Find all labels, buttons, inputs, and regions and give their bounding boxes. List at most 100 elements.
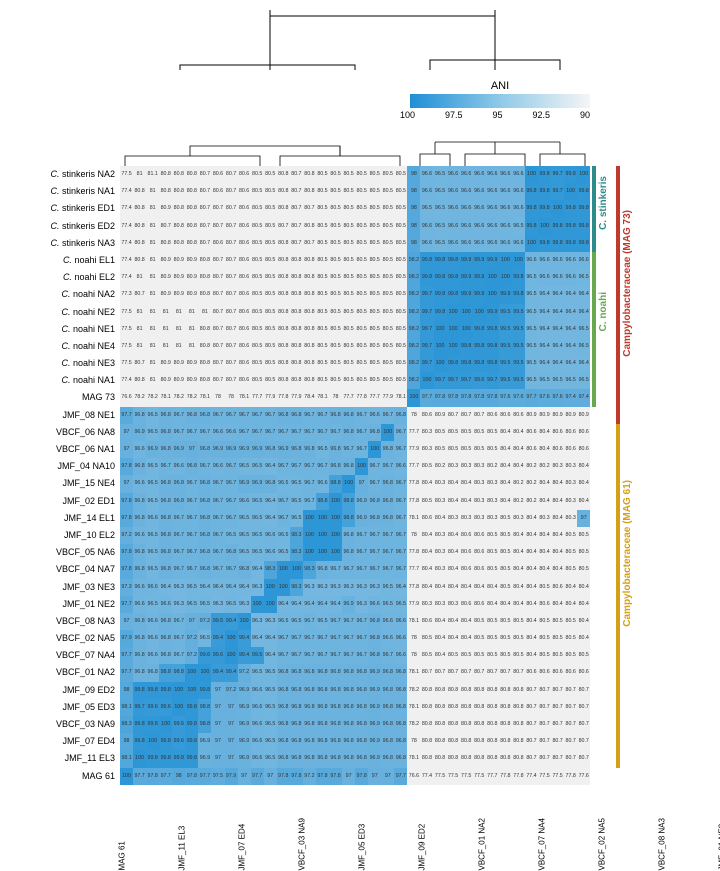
heatmap-cell: 80.7 (551, 733, 564, 750)
heatmap-cell: 97.6 (538, 389, 551, 406)
heatmap-cell: 80.7 (564, 716, 577, 733)
heatmap-cell: 78 (329, 389, 342, 406)
heatmap-cell: 80.8 (303, 252, 316, 269)
heatmap-cell: 96.7 (303, 630, 316, 647)
heatmap-cell: 100 (342, 475, 355, 492)
heatmap-cell: 100 (303, 510, 316, 527)
heatmap-cell: 80.8 (460, 750, 473, 767)
heatmap-cell: 96.4 (264, 510, 277, 527)
heatmap-cell: 80.8 (420, 699, 433, 716)
heatmap-cell: 77.5 (120, 338, 133, 355)
heatmap-cell: 98.3 (290, 579, 303, 596)
heatmap-cell: 80.4 (434, 647, 447, 664)
heatmap-cell: 97 (185, 613, 198, 630)
heatmap-cell: 96.7 (225, 561, 238, 578)
heatmap-cell: 80.7 (525, 716, 538, 733)
heatmap-cell: 80.5 (499, 613, 512, 630)
heatmap-cell: 96.8 (290, 750, 303, 767)
heatmap-cell: 96.8 (290, 407, 303, 424)
heatmap-cell: 96.7 (394, 561, 407, 578)
heatmap-cell: 80.5 (564, 561, 577, 578)
heatmap-cell: 80.5 (499, 647, 512, 664)
heatmap-cell: 80.8 (473, 750, 486, 767)
heatmap-cell: 80.5 (355, 218, 368, 235)
heatmap-cell: 80.5 (342, 304, 355, 321)
heatmap-cell: 80.4 (525, 613, 538, 630)
row-label: C. noahi NA2 (0, 286, 118, 303)
heatmap-cell: 80.8 (447, 733, 460, 750)
heatmap-cell: 78.2 (146, 389, 159, 406)
heatmap-cell: 77.5 (120, 355, 133, 372)
heatmap-cell: 80.8 (499, 750, 512, 767)
heatmap-cell: 96.8 (368, 424, 381, 441)
heatmap-cell: 80.6 (473, 561, 486, 578)
heatmap-cell: 100 (251, 596, 264, 613)
column-label: VBCF_01 NA2 (478, 811, 543, 871)
heatmap-cell: 96.8 (342, 716, 355, 733)
heatmap-cell: 80.4 (577, 630, 590, 647)
heatmap-row: 77.5818181818180.880.780.780.680.580.580… (120, 338, 590, 355)
heatmap-cell: 77.4 (120, 183, 133, 200)
heatmap-cell: 80.7 (525, 682, 538, 699)
heatmap-cell: 96.3 (251, 579, 264, 596)
column-label: JMF_07 ED4 (238, 811, 303, 871)
heatmap-cell: 96.5 (381, 596, 394, 613)
heatmap-cell: 96.8 (342, 750, 355, 767)
heatmap-cell: 96.8 (277, 682, 290, 699)
heatmap-cell: 80.6 (538, 664, 551, 681)
heatmap-cell: 96.5 (277, 475, 290, 492)
heatmap-cell: 80.9 (159, 355, 172, 372)
heatmap-cell: 80.8 (290, 372, 303, 389)
heatmap-row: 77.581818181818180.780.780.680.580.580.8… (120, 304, 590, 321)
heatmap-cell: 96.8 (394, 716, 407, 733)
heatmap-cell: 96.4 (198, 579, 211, 596)
heatmap-cell: 96.7 (355, 424, 368, 441)
heatmap-cell: 97 (185, 441, 198, 458)
heatmap-cell: 100 (159, 716, 172, 733)
heatmap-cell: 96.5 (434, 200, 447, 217)
heatmap-cell: 81 (146, 286, 159, 303)
heatmap-row: 97.796.896.696.896.797.299.699.610099.49… (120, 647, 590, 664)
heatmap-cell: 80.8 (303, 286, 316, 303)
heatmap-cell: 80.8 (486, 682, 499, 699)
heatmap-cell: 80.9 (172, 286, 185, 303)
heatmap-cell: 80.5 (512, 647, 525, 664)
heatmap-cell: 80.6 (551, 579, 564, 596)
heatmap-cell: 81.1 (146, 166, 159, 183)
heatmap-cell: 80.5 (551, 630, 564, 647)
heatmap-cell: 96.5 (525, 372, 538, 389)
heatmap-cell: 96.5 (225, 596, 238, 613)
heatmap-cell: 80.5 (251, 321, 264, 338)
heatmap-cell: 80.5 (499, 561, 512, 578)
heatmap-cell: 96.5 (238, 510, 251, 527)
heatmap-cell: 96.5 (525, 269, 538, 286)
heatmap-cell: 80.5 (381, 304, 394, 321)
heatmap-cell: 78 (407, 733, 420, 750)
heatmap-cell: 80.4 (525, 647, 538, 664)
heatmap-cell: 97.8 (120, 561, 133, 578)
row-label: VBCF_05 NA6 (0, 544, 118, 561)
row-label: C. noahi NE1 (0, 321, 118, 338)
heatmap-cell: 80.7 (577, 682, 590, 699)
heatmap-cell: 80.5 (251, 183, 264, 200)
heatmap-cell: 80.8 (133, 200, 146, 217)
heatmap-cell: 96.9 (146, 441, 159, 458)
heatmap-cell: 96.5 (238, 527, 251, 544)
heatmap-cell: 99.8 (538, 166, 551, 183)
heatmap-cell: 80.3 (460, 510, 473, 527)
heatmap-cell: 97.8 (120, 510, 133, 527)
heatmap-cell: 80.9 (551, 407, 564, 424)
heatmap-cell: 80.5 (251, 355, 264, 372)
legend-tick: 97.5 (445, 110, 463, 120)
heatmap-cell: 98 (407, 235, 420, 252)
heatmap-cell: 80.5 (538, 613, 551, 630)
heatmap-cell: 80.5 (473, 613, 486, 630)
heatmap-cell: 99.8 (564, 200, 577, 217)
heatmap-cell: 96.8 (277, 750, 290, 767)
heatmap-cell: 96.8 (277, 733, 290, 750)
heatmap-cell: 99.8 (159, 733, 172, 750)
heatmap-cell: 96.8 (133, 407, 146, 424)
heatmap-cell: 100 (434, 321, 447, 338)
heatmap-cell: 100 (303, 544, 316, 561)
heatmap-cell: 80.8 (420, 733, 433, 750)
